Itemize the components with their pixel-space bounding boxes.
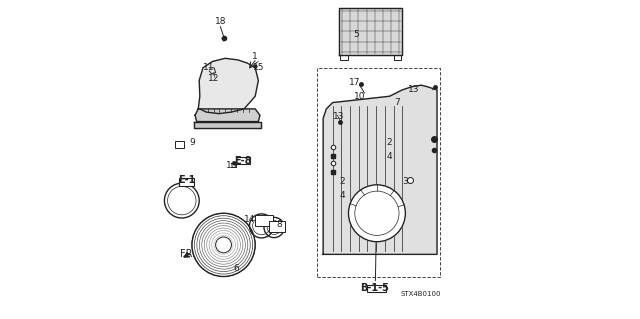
FancyBboxPatch shape bbox=[269, 221, 285, 232]
Text: 3: 3 bbox=[403, 177, 408, 186]
Polygon shape bbox=[193, 122, 262, 128]
Text: 5: 5 bbox=[353, 30, 359, 39]
FancyBboxPatch shape bbox=[236, 157, 250, 164]
Text: 18: 18 bbox=[214, 18, 226, 26]
Text: E-8: E-8 bbox=[234, 156, 252, 166]
Text: 2: 2 bbox=[387, 137, 392, 147]
Text: 12: 12 bbox=[208, 74, 219, 83]
Polygon shape bbox=[195, 109, 260, 122]
FancyBboxPatch shape bbox=[175, 141, 184, 148]
Text: 11: 11 bbox=[203, 63, 214, 72]
Text: 7: 7 bbox=[395, 98, 401, 107]
Text: 9: 9 bbox=[189, 137, 195, 147]
Text: 13: 13 bbox=[408, 85, 419, 94]
Text: 17: 17 bbox=[349, 78, 360, 86]
FancyBboxPatch shape bbox=[179, 178, 195, 186]
Text: 2: 2 bbox=[339, 177, 345, 186]
Text: STX4B0100: STX4B0100 bbox=[401, 291, 442, 297]
Text: FR.: FR. bbox=[180, 249, 195, 259]
Polygon shape bbox=[198, 58, 259, 114]
Text: 14: 14 bbox=[244, 215, 255, 224]
Polygon shape bbox=[323, 85, 437, 254]
Circle shape bbox=[348, 185, 405, 242]
Text: 4: 4 bbox=[339, 191, 345, 200]
Text: B-1-5: B-1-5 bbox=[360, 283, 389, 293]
FancyBboxPatch shape bbox=[255, 215, 273, 226]
FancyBboxPatch shape bbox=[367, 285, 386, 292]
Text: E-1: E-1 bbox=[178, 175, 195, 185]
Text: 13: 13 bbox=[333, 112, 345, 121]
Text: 8: 8 bbox=[276, 220, 282, 229]
Text: 6: 6 bbox=[234, 264, 239, 273]
Text: 10: 10 bbox=[355, 92, 366, 101]
Text: 1: 1 bbox=[252, 52, 258, 61]
Text: 15: 15 bbox=[253, 63, 264, 72]
Text: 4: 4 bbox=[387, 152, 392, 161]
Text: 16: 16 bbox=[226, 161, 237, 170]
Polygon shape bbox=[339, 8, 402, 55]
